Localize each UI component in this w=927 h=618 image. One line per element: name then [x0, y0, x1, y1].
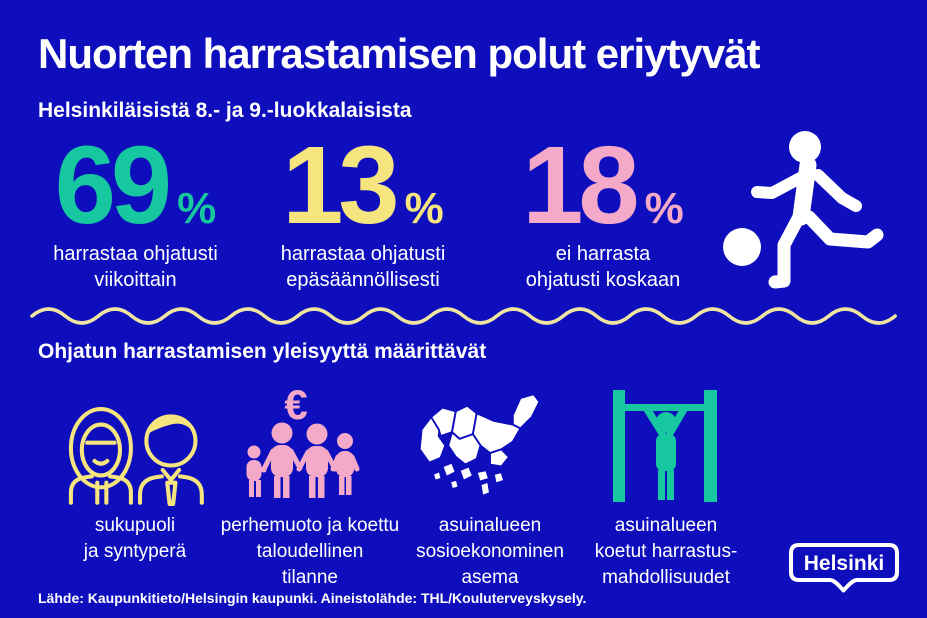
- helsinki-logo: Helsinki: [789, 543, 899, 593]
- stat-irregular-value: 13: [282, 124, 399, 247]
- stat-never-unit: %: [644, 184, 684, 233]
- factor-hobby-opportunities-label: asuinalueen koetut harrastus- mahdollisu…: [594, 515, 738, 589]
- stat-weekly: 69 % harrastaa ohjatusti viikoittain: [28, 124, 243, 294]
- factor-gender-origin: sukupuoli ja syntyperä: [30, 380, 240, 565]
- factor-family-economy: €: [205, 380, 415, 592]
- subtitle: Helsinkiläisistä 8.- ja 9.-luokkalaisist…: [38, 99, 412, 122]
- gender-origin-icon: [68, 407, 204, 506]
- helsinki-logo-text: Helsinki: [804, 552, 885, 575]
- stat-never-label: ei harrasta ohjatusti koskaan: [525, 242, 681, 292]
- factor-family-economy-label: perhemuoto ja koettu taloudellinen tilan…: [220, 515, 400, 589]
- section-heading: Ohjatun harrastamisen yleisyyttä määritt…: [38, 340, 487, 363]
- stat-weekly-unit: %: [177, 184, 217, 233]
- stat-irregular: 13 % harrastaa ohjatusti epäsäännöllises…: [258, 124, 468, 294]
- wave-divider: [30, 307, 897, 325]
- stat-never-value-row: 18 %: [522, 124, 684, 247]
- runner-ball-icon: [723, 131, 884, 289]
- stat-never: 18 % ei harrasta ohjatusti koskaan: [498, 124, 708, 294]
- district-map-icon: [418, 393, 541, 497]
- stat-weekly-value: 69: [54, 124, 172, 247]
- source-text: Lähde: Kaupunkitieto/Helsingin kaupunki.…: [38, 590, 587, 606]
- stat-weekly-label: harrastaa ohjatusti viikoittain: [53, 242, 218, 292]
- stat-irregular-unit: %: [404, 184, 444, 233]
- factor-hobby-opportunities: asuinalueen koetut harrastus- mahdollisu…: [561, 380, 771, 592]
- page-title: Nuorten harrastamisen polut eriytyvät: [38, 30, 761, 77]
- factor-gender-origin-label: sukupuoli ja syntyperä: [83, 515, 187, 563]
- stat-never-value: 18: [522, 124, 639, 247]
- euro-icon: €: [284, 381, 307, 428]
- factor-district-socioeconomic-label: asuinalueen sosioekonominen asema: [416, 515, 564, 589]
- gym-bar-icon: [613, 390, 717, 502]
- family-economy-icon: €: [246, 381, 360, 498]
- stat-irregular-label: harrastaa ohjatusti epäsäännöllisesti: [280, 242, 446, 292]
- stat-weekly-value-row: 69 %: [54, 124, 217, 247]
- stat-irregular-value-row: 13 %: [282, 124, 444, 247]
- factor-district-socioeconomic: asuinalueen sosioekonominen asema: [385, 380, 595, 592]
